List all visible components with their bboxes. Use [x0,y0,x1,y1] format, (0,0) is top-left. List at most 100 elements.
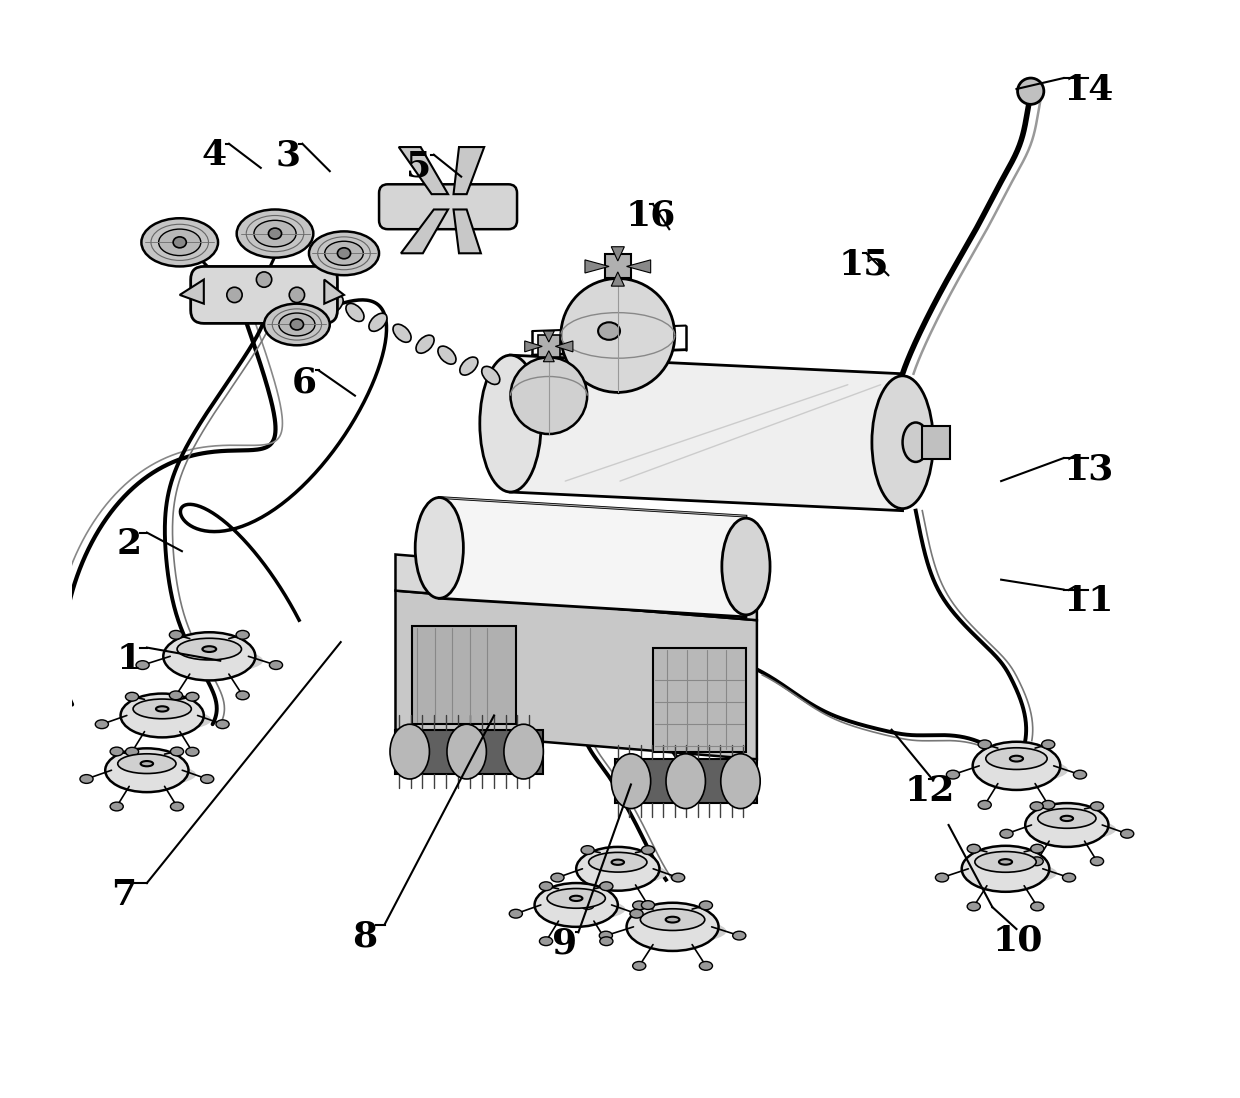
Ellipse shape [159,229,201,256]
Polygon shape [180,280,203,304]
Ellipse shape [1042,800,1055,809]
Ellipse shape [174,237,186,248]
Ellipse shape [872,376,934,508]
Ellipse shape [967,844,981,853]
Polygon shape [454,210,481,254]
Polygon shape [543,350,554,361]
Polygon shape [556,340,573,351]
Ellipse shape [630,919,727,943]
Ellipse shape [201,774,213,783]
Ellipse shape [672,873,684,882]
Ellipse shape [547,888,605,908]
Ellipse shape [227,288,242,303]
Ellipse shape [118,754,176,773]
Text: 11: 11 [1064,584,1114,618]
Ellipse shape [640,909,704,930]
Ellipse shape [599,931,613,940]
Polygon shape [543,332,554,341]
Ellipse shape [582,900,594,909]
Ellipse shape [666,754,706,808]
Ellipse shape [254,221,296,247]
Ellipse shape [325,242,363,266]
Ellipse shape [641,845,655,854]
Ellipse shape [289,288,305,303]
Ellipse shape [109,764,196,785]
Ellipse shape [570,896,583,901]
Ellipse shape [460,357,477,376]
Polygon shape [585,260,609,273]
Ellipse shape [480,355,541,492]
Ellipse shape [170,630,182,639]
Ellipse shape [600,937,613,945]
Ellipse shape [446,725,486,778]
Ellipse shape [216,720,229,729]
Polygon shape [399,147,448,194]
Ellipse shape [156,706,169,712]
Text: 6: 6 [291,365,316,399]
Ellipse shape [632,901,646,910]
Ellipse shape [325,295,343,314]
Ellipse shape [1121,829,1133,838]
Ellipse shape [986,748,1047,770]
Polygon shape [626,260,651,273]
Polygon shape [611,272,625,287]
Ellipse shape [560,279,675,392]
Ellipse shape [1090,802,1104,810]
Text: 7: 7 [110,877,136,911]
Ellipse shape [1029,818,1116,840]
Ellipse shape [202,647,216,652]
Ellipse shape [946,770,960,778]
Ellipse shape [279,313,315,336]
Ellipse shape [164,632,255,681]
Ellipse shape [415,497,464,598]
Text: 10: 10 [992,923,1043,957]
Ellipse shape [510,909,522,918]
FancyBboxPatch shape [379,184,517,229]
Ellipse shape [722,518,770,615]
Bar [652,648,746,752]
Polygon shape [615,760,756,803]
Ellipse shape [136,661,149,670]
Ellipse shape [110,747,123,755]
Text: 16: 16 [625,199,676,233]
Ellipse shape [393,324,412,343]
Polygon shape [401,210,448,254]
Ellipse shape [965,862,1056,885]
Ellipse shape [105,749,188,792]
Ellipse shape [1038,808,1096,828]
Ellipse shape [170,691,182,699]
FancyBboxPatch shape [191,267,337,324]
Ellipse shape [125,748,139,757]
Ellipse shape [125,693,139,702]
Ellipse shape [589,852,647,872]
Ellipse shape [177,638,242,660]
Ellipse shape [309,232,379,276]
Ellipse shape [1018,78,1044,104]
Ellipse shape [370,313,387,332]
Ellipse shape [1030,802,1043,810]
Ellipse shape [1030,856,1043,865]
Ellipse shape [962,845,1049,892]
Ellipse shape [539,882,553,890]
Ellipse shape [699,962,713,971]
Bar [412,626,516,725]
Polygon shape [511,355,903,511]
Ellipse shape [999,829,1013,838]
Polygon shape [396,554,756,620]
Ellipse shape [1074,770,1086,778]
Ellipse shape [666,917,680,922]
Ellipse shape [170,747,184,755]
Ellipse shape [1009,755,1023,762]
Ellipse shape [632,962,646,971]
Ellipse shape [976,759,1068,782]
Ellipse shape [978,800,991,809]
Ellipse shape [186,693,198,702]
Ellipse shape [1060,816,1073,821]
Polygon shape [396,730,543,773]
Ellipse shape [903,423,929,462]
Ellipse shape [551,873,564,882]
Ellipse shape [124,709,211,731]
Ellipse shape [626,903,718,951]
Ellipse shape [110,803,123,811]
Text: 14: 14 [1064,72,1114,107]
